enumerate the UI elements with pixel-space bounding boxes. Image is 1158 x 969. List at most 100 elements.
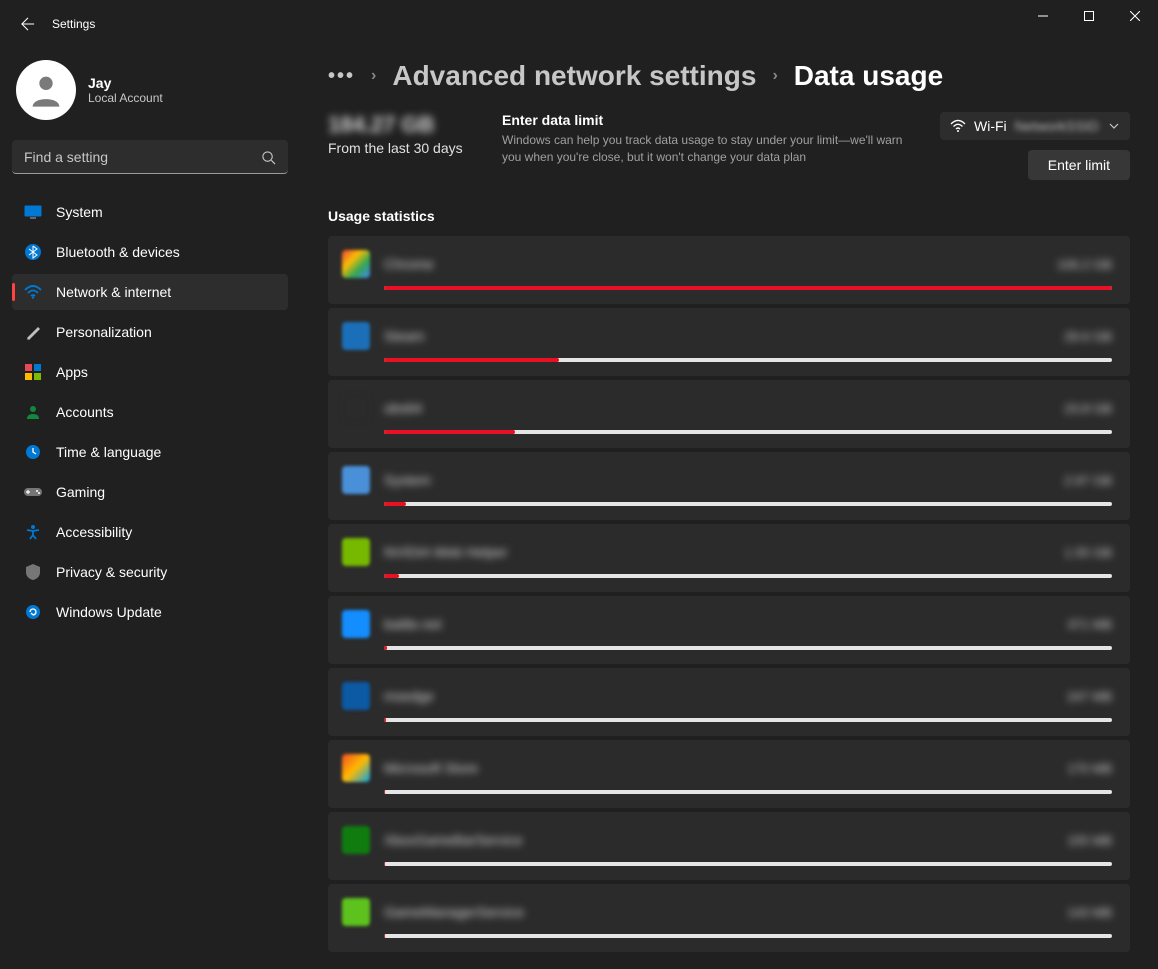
sidebar-item-privacy-security[interactable]: Privacy & security	[12, 554, 288, 590]
limit-block: Enter data limit Windows can help you tr…	[502, 112, 916, 166]
sidebar-item-label: Gaming	[56, 484, 105, 500]
breadcrumb-current: Data usage	[794, 60, 943, 92]
app-amount: 106.2 GB	[1057, 257, 1112, 272]
app-name: msedge	[384, 688, 1053, 704]
sidebar-item-label: Time & language	[56, 444, 161, 460]
usage-row[interactable]: Steam29.6 GB	[328, 308, 1130, 376]
usage-section-title: Usage statistics	[328, 208, 1130, 224]
usage-bar-track	[384, 790, 1112, 794]
sidebar-item-label: Bluetooth & devices	[56, 244, 180, 260]
app-amount: 2.97 GB	[1064, 473, 1112, 488]
main-content: ••• › Advanced network settings › Data u…	[300, 48, 1158, 969]
profile-name: Jay	[88, 75, 163, 91]
app-amount: 247 MB	[1067, 689, 1112, 704]
breadcrumb-more-button[interactable]: •••	[328, 65, 355, 88]
sidebar-item-system[interactable]: System	[12, 194, 288, 230]
usage-row[interactable]: XboxGameBarService155 MB	[328, 812, 1130, 880]
usage-row[interactable]: battle.net 371 MB	[328, 596, 1130, 664]
search-input[interactable]	[12, 140, 288, 174]
clock-icon	[24, 443, 42, 461]
sidebar: Jay Local Account System Bluetooth & devi…	[0, 48, 300, 969]
close-icon	[1130, 11, 1140, 21]
usage-bar-fill	[384, 574, 399, 578]
maximize-button[interactable]	[1066, 0, 1112, 32]
close-button[interactable]	[1112, 0, 1158, 32]
limit-desc: Windows can help you track data usage to…	[502, 132, 916, 166]
usage-row[interactable]: Microsoft Store170 MB	[328, 740, 1130, 808]
sidebar-item-label: System	[56, 204, 103, 220]
usage-bar-track	[384, 646, 1112, 650]
minimize-button[interactable]	[1020, 0, 1066, 32]
limit-title: Enter data limit	[502, 112, 916, 128]
app-name: XboxGameBarService	[384, 832, 1053, 848]
sidebar-item-label: Accessibility	[56, 524, 132, 540]
usage-row[interactable]: GameManagerService 143 MB	[328, 884, 1130, 952]
shield-icon	[24, 563, 42, 581]
usage-bar-track	[384, 358, 1112, 362]
person-icon	[24, 403, 42, 421]
sidebar-item-label: Privacy & security	[56, 564, 167, 580]
back-button[interactable]	[8, 4, 48, 44]
brush-icon	[24, 323, 42, 341]
enter-limit-button[interactable]: Enter limit	[1028, 150, 1130, 180]
sidebar-item-personalization[interactable]: Personalization	[12, 314, 288, 350]
sidebar-item-label: Network & internet	[56, 284, 171, 300]
app-name: GameManagerService	[384, 904, 1053, 920]
app-name: obs64	[384, 400, 1050, 416]
breadcrumb-link[interactable]: Advanced network settings	[392, 60, 756, 92]
app-name: NVIDIA Web Helper	[384, 544, 1050, 560]
maximize-icon	[1084, 11, 1094, 21]
app-amount: 143 MB	[1067, 905, 1112, 920]
profile-block[interactable]: Jay Local Account	[12, 56, 288, 140]
usage-list: Chrome106.2 GBSteam29.6 GB obs64 23.8 GB Sy…	[328, 236, 1130, 969]
wifi-selector[interactable]: Wi-Fi NetworkSSID	[940, 112, 1130, 140]
minimize-icon	[1038, 11, 1048, 21]
total-block: 184.27 GB From the last 30 days	[328, 112, 478, 156]
breadcrumb: ••• › Advanced network settings › Data u…	[328, 60, 1130, 92]
app-icon	[342, 826, 370, 854]
app-amount: 29.6 GB	[1064, 329, 1112, 344]
accessibility-icon	[24, 523, 42, 541]
window-title: Settings	[52, 17, 95, 31]
chevron-down-icon	[1108, 120, 1120, 132]
usage-bar-track	[384, 286, 1112, 290]
usage-row[interactable]: obs64 23.8 GB	[328, 380, 1130, 448]
sidebar-item-label: Accounts	[56, 404, 114, 420]
chevron-right-icon: ›	[371, 67, 376, 85]
search-button[interactable]	[254, 143, 282, 171]
usage-row[interactable]: Chrome106.2 GB	[328, 236, 1130, 304]
usage-bar-track	[384, 502, 1112, 506]
sidebar-item-label: Personalization	[56, 324, 152, 340]
app-icon	[342, 394, 370, 422]
sidebar-item-time-language[interactable]: Time & language	[12, 434, 288, 470]
avatar	[16, 60, 76, 120]
app-icon	[342, 682, 370, 710]
usage-row[interactable]: NVIDIA Web Helper1.55 GB	[328, 524, 1130, 592]
usage-row[interactable]: msedge 247 MB	[328, 668, 1130, 736]
usage-bar-fill	[384, 934, 385, 938]
app-icon	[342, 322, 370, 350]
update-icon	[24, 603, 42, 621]
sidebar-item-windows-update[interactable]: Windows Update	[12, 594, 288, 630]
sidebar-item-accounts[interactable]: Accounts	[12, 394, 288, 430]
search-wrap	[12, 140, 288, 174]
apps-icon	[24, 363, 42, 381]
usage-row[interactable]: System 2.97 GB	[328, 452, 1130, 520]
sidebar-item-gaming[interactable]: Gaming	[12, 474, 288, 510]
sidebar-item-accessibility[interactable]: Accessibility	[12, 514, 288, 550]
app-name: System	[384, 472, 1050, 488]
chevron-right-icon: ›	[772, 67, 777, 85]
app-amount: 23.8 GB	[1064, 401, 1112, 416]
profile-subtitle: Local Account	[88, 91, 163, 105]
gamepad-icon	[24, 483, 42, 501]
sidebar-item-bluetooth-devices[interactable]: Bluetooth & devices	[12, 234, 288, 270]
sidebar-item-network-internet[interactable]: Network & internet	[12, 274, 288, 310]
usage-bar-fill	[384, 430, 515, 434]
app-amount: 371 MB	[1067, 617, 1112, 632]
app-name: battle.net	[384, 616, 1053, 632]
bluetooth-icon	[24, 243, 42, 261]
sidebar-item-apps[interactable]: Apps	[12, 354, 288, 390]
app-icon	[342, 898, 370, 926]
app-icon	[342, 250, 370, 278]
usage-bar-fill	[384, 790, 385, 794]
